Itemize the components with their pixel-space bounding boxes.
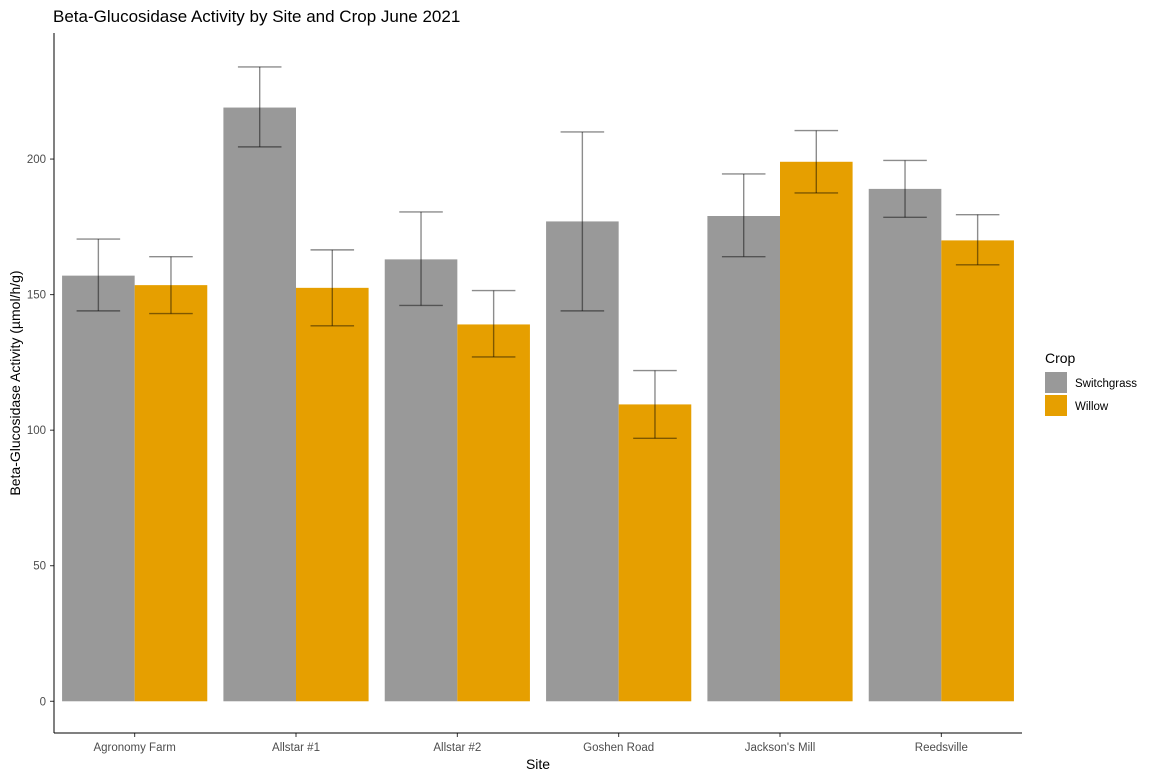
error-bars-layer [76, 66, 1000, 440]
bar-willow-4 [618, 404, 692, 702]
legend: Crop Switchgrass Willow [1045, 350, 1137, 416]
y-tick-label: 200 [27, 154, 46, 166]
legend-title: Crop [1045, 350, 1076, 366]
bar-switchgrass-3 [384, 259, 458, 702]
axes-layer: Agronomy Farm Allstar #1 Allstar #2 Goshen … [27, 33, 1022, 754]
x-axis-title: Site [526, 756, 550, 772]
bar-willow-2 [296, 287, 369, 702]
bar-switchgrass-5 [707, 215, 780, 702]
y-axis-title: Beta-Glucosidase Activity (µmol/h/g) [7, 270, 23, 495]
x-tick-label: Allstar #2 [433, 742, 481, 754]
bar-switchgrass-4 [546, 221, 619, 702]
chart-title: Beta-Glucosidase Activity by Site and Cr… [53, 7, 460, 26]
bar-switchgrass-1 [62, 275, 135, 702]
bar-switchgrass-2 [223, 107, 296, 702]
x-tick-label: Jackson's Mill [745, 742, 816, 754]
legend-label-willow: Willow [1075, 401, 1109, 413]
bar-willow-1 [134, 285, 208, 702]
y-tick-label: 150 [27, 290, 46, 302]
bar-switchgrass-6 [868, 188, 942, 702]
bars-layer [62, 107, 1014, 702]
bar-willow-5 [780, 161, 853, 702]
bar-willow-6 [941, 240, 1014, 702]
bar-willow-3 [457, 324, 530, 702]
x-tick-label: Allstar #1 [272, 742, 320, 754]
y-tick-label: 50 [33, 561, 46, 573]
legend-label-switchgrass: Switchgrass [1075, 378, 1137, 390]
x-tick-label: Reedsville [915, 742, 968, 754]
y-tick-label: 100 [27, 425, 46, 437]
x-tick-label: Agronomy Farm [93, 742, 175, 754]
legend-swatch-willow [1045, 395, 1067, 416]
y-tick-label: 0 [40, 696, 46, 708]
x-tick-label: Goshen Road [583, 742, 654, 754]
legend-swatch-switchgrass [1045, 372, 1067, 393]
